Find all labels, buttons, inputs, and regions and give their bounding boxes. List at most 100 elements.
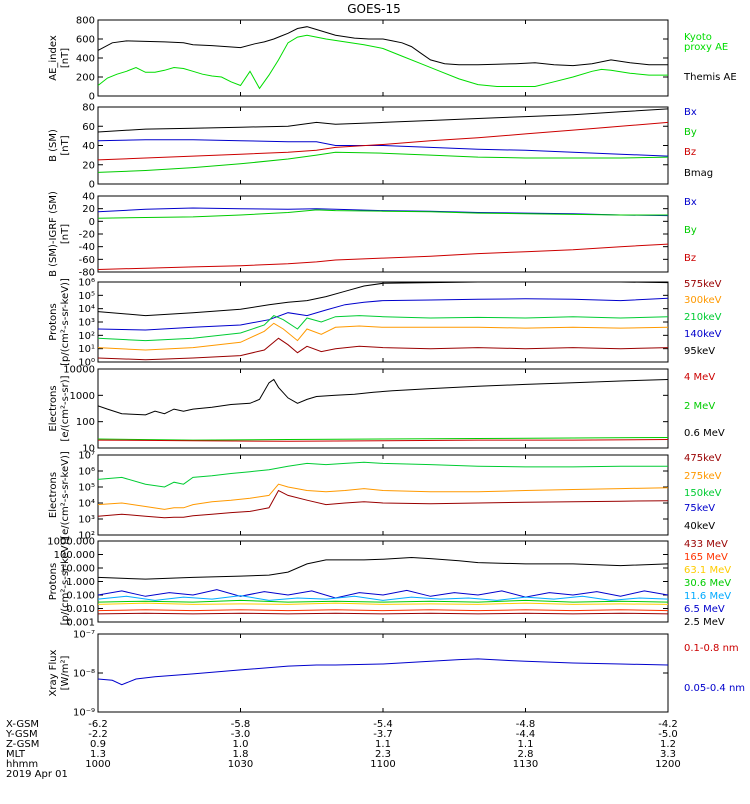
x-tick-label: 1.2 — [660, 739, 676, 750]
x-axis-row-label: X-GSM — [6, 719, 39, 730]
y-tick-label: 10⁻⁹ — [73, 708, 95, 719]
x-tick-label: 2.8 — [518, 749, 534, 760]
y-tick-label: 400 — [76, 54, 95, 65]
x-tick-label: 1.1 — [375, 739, 391, 750]
y-tick-label: 10⁵ — [78, 291, 95, 302]
y-tick-label: 10⁵ — [78, 483, 95, 494]
series-475kev — [98, 489, 668, 519]
y-tick-label: 10.000 — [60, 564, 95, 575]
panel-2: 80 60 40 20 0 B (SM) [nT] Bx By Bz Bmag — [48, 103, 713, 191]
series-11-6-mev — [98, 595, 668, 601]
y-axis-label: [e/(cm²-s-sr-keV)] — [60, 451, 71, 539]
y-tick-label: 10¹ — [78, 344, 95, 355]
legend-entry: Bz — [684, 147, 696, 158]
series-bz — [98, 121, 668, 161]
panel-8: 10⁻⁷ 10⁻⁸ 10⁻⁹ Xray Flux [W/m²] 0.1-0.8 nm 0.0… — [48, 630, 745, 719]
legend-entry: 30.6 MeV — [684, 578, 731, 589]
y-tick-label: -80 — [79, 268, 95, 279]
x-tick-label: 1.1 — [518, 739, 534, 750]
legend-entry: proxy AE — [684, 42, 728, 53]
y-tick-label: -20 — [79, 230, 95, 241]
y-tick-label: 10⁶ — [78, 278, 95, 289]
series-4-mev — [98, 439, 668, 442]
y-axis-label: [nT] — [60, 135, 71, 155]
x-tick-label: -5.8 — [231, 719, 251, 730]
series-bz — [98, 243, 668, 270]
legend-entry: 210keV — [684, 312, 722, 323]
legend-entry: 0.6 MeV — [684, 428, 725, 439]
x-tick-label: 1100 — [370, 759, 395, 770]
y-tick-label: 600 — [76, 35, 95, 46]
y-axis-label: B (SM)-IGRF (SM) — [48, 191, 59, 277]
y-tick-label: 40 — [82, 141, 95, 152]
x-tick-label: 1130 — [513, 759, 538, 770]
y-axis-label: Xray Flux — [48, 649, 59, 696]
y-tick-label: 1.000 — [66, 577, 95, 588]
legend-entry: 40keV — [684, 521, 715, 532]
legend-entry: 0.05-0.4 nm — [684, 683, 745, 694]
x-tick-label: 1030 — [228, 759, 253, 770]
panel-4: 10⁶ 10⁵ 10⁴ 10³ 10² 10¹ 10⁰ Protons [p/(cm²-s-sr… — [48, 278, 722, 369]
y-axis-label: [nT] — [60, 224, 71, 244]
y-tick-label: 10⁻⁸ — [73, 669, 95, 680]
series-95kev — [98, 282, 668, 317]
panel-frame — [97, 195, 669, 273]
y-tick-label: 0.001 — [66, 618, 95, 629]
y-tick-label: 10⁴ — [78, 499, 95, 510]
y-tick-label: 10 — [82, 444, 95, 455]
series-6-5-mev — [98, 589, 668, 599]
y-axis-label: Electrons — [48, 472, 59, 518]
legend-entry: By — [684, 225, 697, 236]
y-tick-label: 800 — [76, 16, 95, 27]
y-tick-label: 10⁻⁷ — [73, 630, 95, 641]
x-tick-label: -2.2 — [88, 729, 108, 740]
y-tick-label: 10⁶ — [78, 467, 95, 478]
y-axis-label: AE_index — [48, 35, 59, 81]
legend-entry: Bx — [684, 107, 697, 118]
series-2-mev — [98, 437, 668, 441]
y-tick-label: 80 — [82, 103, 95, 114]
series-themis-ae — [98, 26, 668, 67]
legend-entry: By — [684, 127, 697, 138]
y-tick-label: 10³ — [78, 318, 95, 329]
y-tick-label: 20 — [82, 204, 95, 215]
legend-entry: 2 MeV — [684, 401, 715, 412]
y-tick-label: 100.000 — [54, 550, 95, 561]
series-275kev — [98, 483, 668, 510]
series-433-mev — [98, 612, 668, 615]
x-tick-label: -4.4 — [516, 729, 536, 740]
series-30-6-mev — [98, 599, 668, 603]
x-tick-label: -3.0 — [231, 729, 251, 740]
legend-entry: 63.1 MeV — [684, 565, 731, 576]
y-tick-label: 0 — [89, 180, 95, 191]
legend-entry: 75keV — [684, 503, 715, 514]
y-tick-label: -60 — [79, 255, 95, 266]
legend-entry: 6.5 MeV — [684, 604, 725, 615]
series-kyoto-proxy-ae — [98, 34, 668, 90]
y-tick-label: 0 — [89, 92, 95, 103]
legend-entry: 300keV — [684, 295, 722, 306]
y-tick-label: 1000.000 — [47, 537, 95, 548]
x-tick-label: 1.8 — [233, 749, 249, 760]
y-tick-label: 200 — [76, 73, 95, 84]
panel-frame — [97, 281, 669, 363]
panel-frame — [97, 368, 669, 449]
x-axis-row-label: Z-GSM — [6, 739, 39, 750]
series-bx — [98, 207, 668, 217]
y-tick-label: 10³ — [78, 515, 95, 526]
series-300kev — [98, 322, 668, 351]
series-210kev — [98, 315, 668, 342]
legend-entry: 2.5 MeV — [684, 617, 725, 628]
y-tick-label: 10⁴ — [78, 304, 95, 315]
legend-entry: 150keV — [684, 488, 722, 499]
x-tick-label: 1200 — [655, 759, 680, 770]
x-tick-label: 2.3 — [375, 749, 391, 760]
y-tick-label: 0 — [89, 217, 95, 228]
legend-entry: 475keV — [684, 453, 722, 464]
y-tick-label: 40 — [82, 192, 95, 203]
legend-entry: 165 MeV — [684, 552, 728, 563]
series-by — [98, 151, 668, 173]
